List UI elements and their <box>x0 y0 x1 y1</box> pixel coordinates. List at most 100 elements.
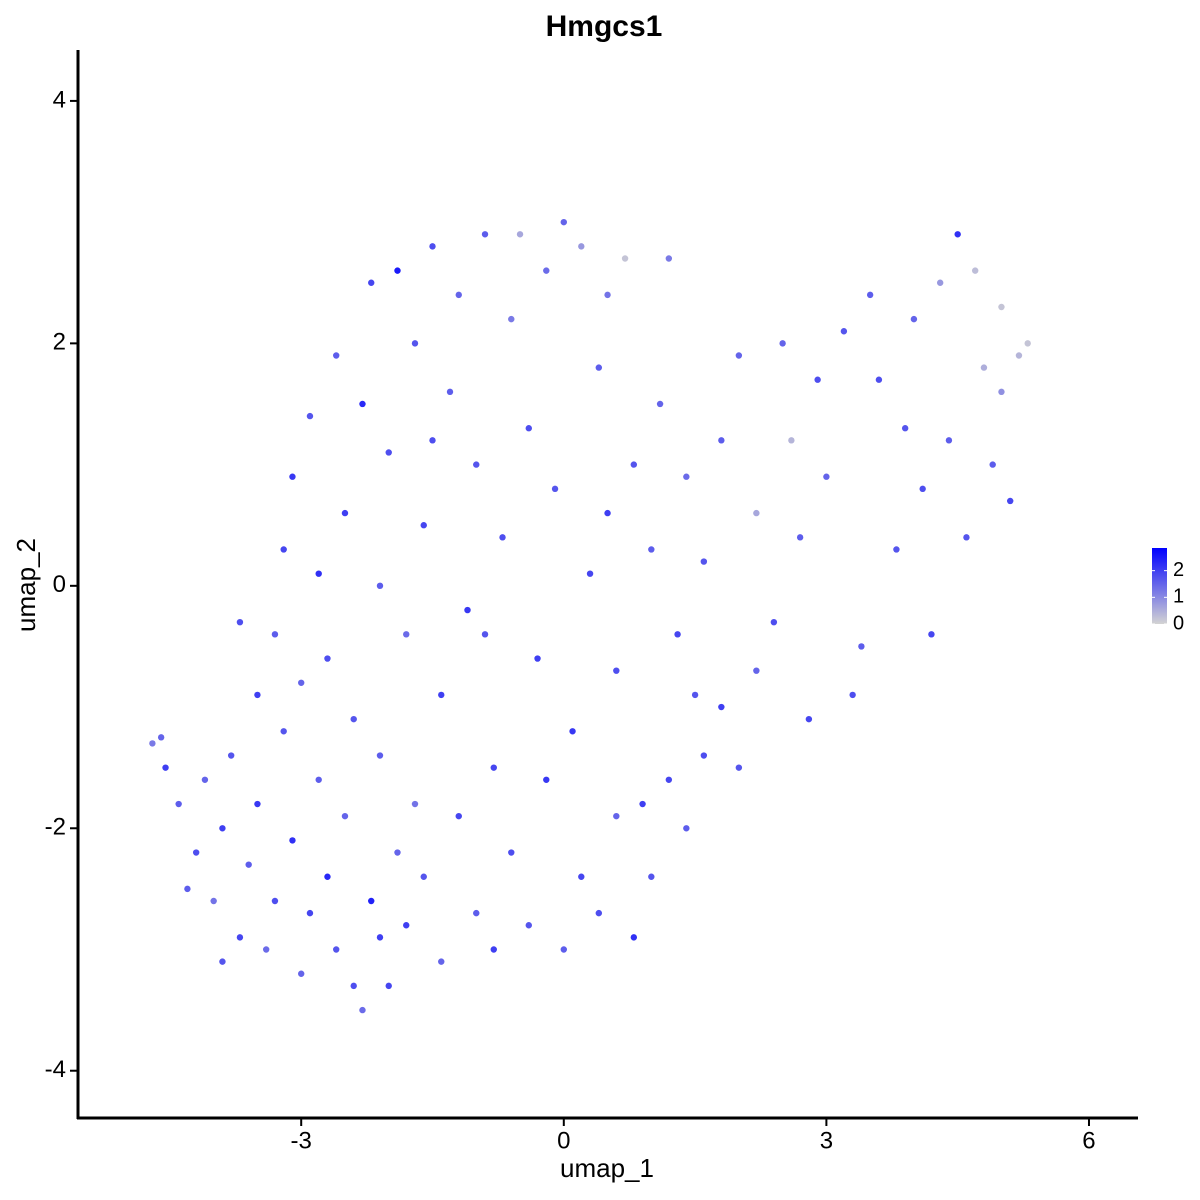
point <box>438 691 445 699</box>
point <box>411 340 419 347</box>
point <box>438 958 445 965</box>
point <box>341 812 349 820</box>
point <box>271 631 279 638</box>
point <box>162 764 169 771</box>
point <box>753 509 760 517</box>
point <box>866 291 874 299</box>
point <box>464 606 471 614</box>
point <box>210 897 217 905</box>
point <box>420 873 427 880</box>
point <box>368 897 375 905</box>
point <box>691 691 699 699</box>
point <box>683 473 690 480</box>
point <box>298 679 305 686</box>
chart-title: Hmgcs1 <box>546 10 663 43</box>
point <box>569 728 576 735</box>
y-tick-label: 2 <box>53 329 66 356</box>
point <box>254 800 261 808</box>
point <box>639 800 646 808</box>
colorbar-label: 0 <box>1173 612 1184 634</box>
point <box>989 461 996 468</box>
point <box>718 703 725 711</box>
point <box>429 437 436 444</box>
point <box>718 437 725 444</box>
point <box>613 667 620 674</box>
colorbar-label: 2 <box>1173 559 1184 581</box>
point <box>919 485 926 493</box>
point <box>621 255 629 262</box>
point <box>998 388 1005 396</box>
point <box>149 740 156 747</box>
point <box>254 691 261 699</box>
point <box>534 655 541 662</box>
point <box>971 267 979 274</box>
point <box>700 752 708 759</box>
point <box>490 946 497 953</box>
x-axis-label: umap_1 <box>560 1153 654 1183</box>
point <box>560 218 567 226</box>
point <box>429 243 436 250</box>
point <box>980 364 988 371</box>
point <box>849 691 856 699</box>
point <box>665 776 673 783</box>
point <box>385 982 392 990</box>
point <box>403 631 410 638</box>
point <box>613 812 620 820</box>
point <box>595 364 603 371</box>
point <box>236 618 244 626</box>
point <box>893 546 900 553</box>
point <box>595 909 603 917</box>
point <box>280 546 287 553</box>
point <box>648 546 655 553</box>
point <box>525 425 532 432</box>
point <box>796 534 804 541</box>
point <box>350 715 357 723</box>
y-tick-label: -4 <box>45 1056 66 1083</box>
point <box>289 473 296 480</box>
point <box>271 897 279 905</box>
point <box>306 412 314 420</box>
point <box>954 231 961 238</box>
point <box>586 570 594 577</box>
point <box>446 388 454 396</box>
point <box>324 873 331 880</box>
point <box>823 473 830 480</box>
point <box>236 934 244 941</box>
point <box>814 376 821 383</box>
point <box>262 946 270 953</box>
point <box>350 982 357 990</box>
x-tick-label: -3 <box>291 1127 312 1154</box>
point <box>578 873 585 880</box>
point <box>1007 497 1014 505</box>
point <box>219 958 226 965</box>
point <box>315 776 322 783</box>
point <box>963 534 970 541</box>
x-tick-label: 6 <box>1082 1127 1095 1154</box>
point <box>341 509 349 517</box>
y-tick-label: -2 <box>45 814 66 841</box>
point <box>157 734 165 741</box>
point <box>928 631 935 638</box>
point <box>245 861 252 868</box>
point <box>543 267 550 274</box>
point <box>394 849 401 856</box>
point <box>753 667 760 674</box>
point <box>735 764 743 771</box>
point <box>490 764 497 771</box>
point <box>779 340 786 347</box>
point <box>543 776 550 783</box>
y-axis-label: umap_2 <box>11 538 41 632</box>
point <box>805 715 813 723</box>
y-tick-label: 0 <box>53 571 66 598</box>
point <box>376 582 384 590</box>
point <box>455 291 462 299</box>
point <box>840 328 848 335</box>
point <box>473 461 480 468</box>
point <box>901 425 909 432</box>
x-tick-label: 3 <box>820 1127 833 1154</box>
point <box>289 837 296 844</box>
y-tick-label: 4 <box>53 86 66 113</box>
point <box>560 946 567 953</box>
point <box>770 618 778 626</box>
